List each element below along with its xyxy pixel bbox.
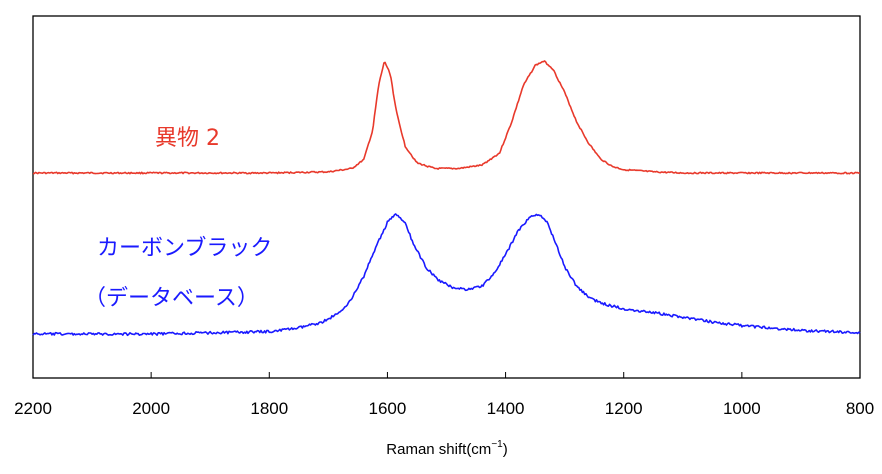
series-label-carbon-black-line2: （データベース） <box>84 286 259 311</box>
x-axis-title-main: Raman shift(cm <box>386 441 491 458</box>
series-label-carbon-black-line1: カーボンブラック <box>97 236 272 261</box>
x-tick-label: 1000 <box>723 399 761 418</box>
series-label-foreign-matter: 異物 2 <box>155 126 220 151</box>
series-lines <box>32 60 861 337</box>
x-axis-title-close: ) <box>503 441 508 458</box>
x-axis-title-superscript: −1 <box>491 439 503 450</box>
x-tick-label: 2000 <box>132 399 170 418</box>
x-tick-label: 1400 <box>487 399 525 418</box>
x-axis-ticks: 2200 2000 1800 1600 1400 1200 1000 800 <box>14 372 874 418</box>
x-tick-label: 800 <box>846 399 874 418</box>
x-tick-label: 1800 <box>250 399 288 418</box>
plot-frame <box>32 15 861 379</box>
x-tick-label: 1200 <box>605 399 643 418</box>
x-tick-label: 1600 <box>369 399 407 418</box>
series-line-carbon-black <box>32 213 861 337</box>
x-tick-label: 2200 <box>14 399 52 418</box>
x-axis-title: Raman shift(cm−1) <box>386 439 507 458</box>
series-line-foreign-matter <box>32 60 861 175</box>
